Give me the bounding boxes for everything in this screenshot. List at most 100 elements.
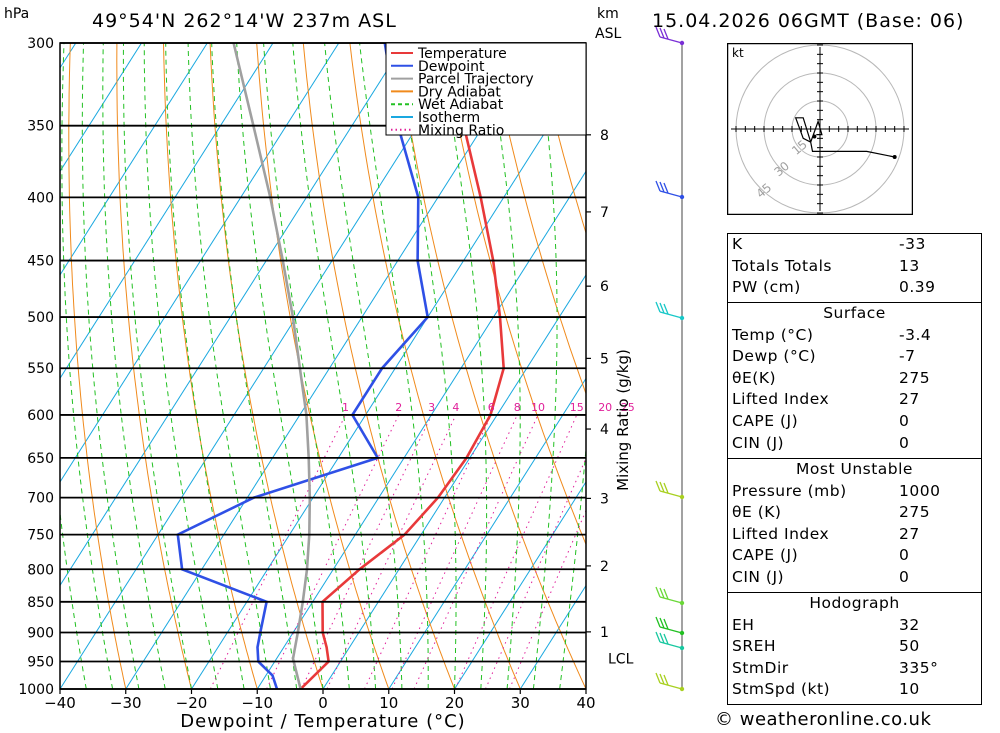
- hodograph-indices-row-value: 50: [899, 637, 920, 656]
- pw-label: PW (cm): [732, 278, 801, 297]
- most-unstable-row-value: 0: [899, 567, 910, 586]
- mixing-ratio-label: 3: [428, 401, 435, 414]
- wind-barb: [655, 616, 683, 634]
- mixing-ratio-label: 2: [395, 401, 402, 414]
- most-unstable-title: Most Unstable: [796, 460, 913, 478]
- isotherm-line: [60, 43, 142, 173]
- hodograph-indices-row-value: 335°: [899, 658, 939, 677]
- pressure-tick-label: 700: [27, 491, 54, 507]
- wind-barb: [655, 631, 683, 649]
- surface-title: Surface: [823, 304, 886, 322]
- most-unstable-row-label: CIN (J): [732, 567, 785, 586]
- km-tick-label: 1: [600, 625, 609, 641]
- mixing-ratio-line: [266, 414, 400, 689]
- mixing-ratio-line: [485, 457, 586, 689]
- km-tick-label: 3: [600, 491, 609, 507]
- isotherm-line: [388, 377, 586, 689]
- mixing-ratio-line: [391, 414, 518, 689]
- datetime-title: 15.04.2026 06GMT (Base: 06): [652, 10, 965, 32]
- wet-adiabat-line: [60, 508, 87, 689]
- pressure-tick-label: 500: [27, 310, 54, 326]
- km-tick-label: 8: [600, 128, 609, 144]
- pressure-tick-label: 1000: [18, 682, 54, 698]
- dry-adiabat-line: [116, 43, 192, 689]
- unit-km-label: km: [597, 6, 619, 22]
- wet-adiabat-line: [559, 443, 586, 689]
- mixing-ratio-label: 6: [488, 401, 495, 414]
- surface-row-label: Temp (°C): [732, 325, 814, 344]
- wet-adiabat-line: [359, 43, 429, 689]
- mixing-ratio-line: [454, 414, 578, 689]
- isotherm-line: [454, 481, 586, 689]
- isotherm-line: [256, 170, 586, 689]
- pressure-tick-label: 350: [27, 119, 54, 135]
- mixing-ratio-label: 10: [531, 401, 545, 414]
- wet-adiabat-line: [165, 43, 245, 689]
- pressure-tick-label: 900: [27, 625, 54, 641]
- legend-box: [385, 42, 587, 136]
- mixing-ratio-label: 20: [598, 401, 612, 414]
- hodograph-end-point: [892, 155, 897, 159]
- dry-adiabat-line: [396, 43, 586, 689]
- isotherm-line: [125, 43, 537, 689]
- surface-row-label: θE(K): [732, 368, 777, 387]
- wet-adiabat-line: [143, 43, 219, 689]
- wind-barb: [655, 586, 683, 604]
- mixing-ratio-line: [326, 414, 457, 689]
- legend-label: Temperature: [417, 46, 507, 62]
- km-tick-label: 6: [600, 279, 609, 295]
- indices-box: K -33 Totals Totals 13 PW (cm) 0.39: [727, 233, 982, 303]
- wet-adiabat-line: [440, 43, 488, 689]
- surface-row-value: 27: [899, 390, 920, 409]
- wet-adiabat-line: [236, 43, 324, 689]
- mixing-ratio-label: 25: [621, 401, 635, 414]
- k-label: K: [732, 235, 743, 253]
- dry-adiabat-line: [349, 43, 521, 689]
- most-unstable-row-value: 1000: [899, 481, 941, 500]
- isotherm-line: [60, 43, 274, 380]
- legend-label: Parcel Trajectory: [418, 72, 534, 88]
- surface-row-value: 275: [899, 368, 931, 387]
- most-unstable-row-value: 27: [899, 524, 920, 543]
- x-tick-label: 40: [576, 694, 595, 712]
- wind-barb: [655, 301, 683, 319]
- km-tick-label: 4: [600, 422, 609, 438]
- hodograph-indices-row-label: EH: [732, 615, 755, 634]
- wet-adiabat-line: [397, 43, 457, 689]
- hodograph-indices-title: Hodograph: [809, 594, 900, 612]
- surface-row-value: -7: [899, 347, 916, 366]
- tt-label: Totals Totals: [732, 256, 832, 275]
- km-tick-label: 2: [600, 559, 609, 575]
- most-unstable-row-label: CAPE (J): [732, 546, 799, 565]
- copyright-link[interactable]: © weatheronline.co.uk: [715, 709, 932, 730]
- storm-motion-point: [812, 134, 817, 139]
- plot-frame: [59, 42, 587, 690]
- wet-adiabat-line: [211, 43, 298, 689]
- isotherm-line: [60, 43, 208, 276]
- mixing-ratio-label: 15: [570, 401, 584, 414]
- most-unstable-row-label: θE (K): [732, 503, 782, 522]
- pressure-tick-label: 950: [27, 654, 54, 670]
- surface-row-value: 0: [899, 411, 910, 430]
- legend-label: Isotherm: [418, 110, 480, 126]
- location-title: 49°54'N 262°14'W 237m ASL: [92, 10, 397, 32]
- most-unstable-row-label: Pressure (mb): [732, 481, 847, 500]
- parcel-trajectory-series: [232, 43, 312, 689]
- surface-row-label: CAPE (J): [732, 411, 799, 430]
- unit-asl-label: ASL: [595, 26, 622, 42]
- x-tick-label: −30: [110, 694, 142, 712]
- surface-row-value: -3.4: [899, 325, 932, 344]
- mixing-ratio-label: 4: [452, 401, 459, 414]
- wet-adiabat-line: [292, 43, 377, 689]
- surface-row-label: CIN (J): [732, 433, 785, 452]
- most-unstable-row-value: 275: [899, 503, 931, 522]
- pressure-tick-label: 450: [27, 254, 54, 270]
- wet-adiabat-line: [81, 43, 140, 689]
- hodograph-indices-row-label: StmDir: [732, 658, 789, 677]
- wet-adiabat-line: [487, 43, 521, 689]
- isotherm-line: [60, 43, 405, 587]
- hodograph-indices-row-label: StmSpd (kt): [732, 680, 831, 699]
